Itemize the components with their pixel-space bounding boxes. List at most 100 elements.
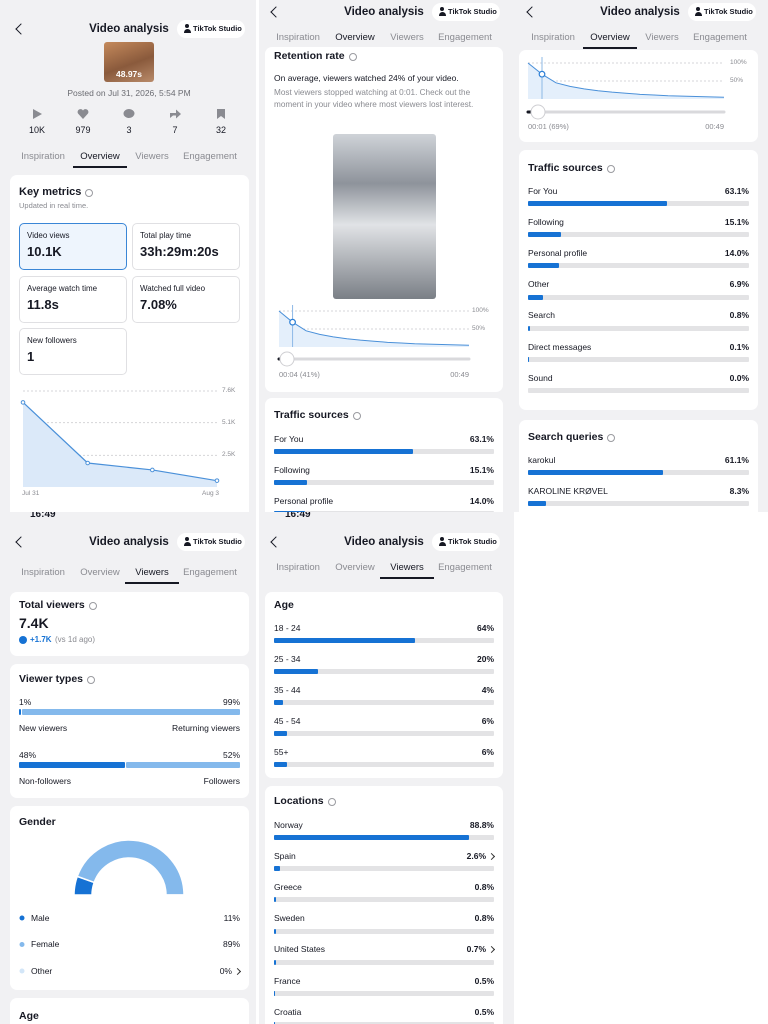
bar bbox=[19, 762, 126, 768]
studio-button[interactable]: TikTok Studio bbox=[688, 3, 756, 21]
tab[interactable]: Engagement bbox=[693, 32, 747, 44]
metric-card[interactable]: New followers 1 bbox=[19, 328, 127, 375]
row-label: Sound bbox=[528, 372, 553, 383]
bar bbox=[528, 232, 562, 238]
row-label: United States bbox=[274, 944, 326, 955]
metric-label: New followers bbox=[27, 336, 77, 345]
metric-card[interactable]: Total play time 33h:29m:20s bbox=[132, 223, 240, 270]
metric-card[interactable]: Video views 10.1K bbox=[19, 223, 127, 270]
info-icon[interactable] bbox=[349, 53, 357, 61]
views-icon bbox=[33, 109, 42, 119]
tab[interactable]: Viewers bbox=[645, 32, 679, 44]
bar bbox=[528, 325, 530, 331]
posted-date: Posted on Jul 31, 2026, 5:54 PM bbox=[67, 87, 191, 98]
app-screenshot: 50% 100% 00:01 (69%) 00:49 Video analysis Tik… bbox=[514, 0, 768, 512]
retention-line bbox=[528, 63, 724, 97]
tab[interactable]: Inspiration bbox=[276, 562, 320, 574]
bar-track bbox=[274, 449, 494, 454]
studio-label[interactable]: TikTok Studio bbox=[448, 7, 497, 17]
page-title: Video analysis bbox=[344, 5, 424, 18]
video-thumbnail[interactable]: 48.97s bbox=[104, 42, 154, 82]
row-label: For You bbox=[274, 433, 304, 444]
tab[interactable]: Overview bbox=[80, 151, 120, 163]
tab[interactable]: Viewers bbox=[135, 567, 169, 579]
metric-card[interactable]: Average watch time 11.8s bbox=[19, 276, 127, 323]
info-icon[interactable] bbox=[85, 189, 93, 197]
tab[interactable]: Overview bbox=[80, 567, 120, 579]
info-icon[interactable] bbox=[607, 165, 615, 173]
tab[interactable]: Engagement bbox=[183, 151, 237, 163]
studio-button[interactable]: TikTok Studio bbox=[177, 533, 245, 551]
metric-card[interactable]: Watched full video 7.08% bbox=[132, 276, 240, 323]
bar bbox=[274, 991, 276, 996]
legend-dot bbox=[19, 942, 25, 947]
row-value: 0.8% bbox=[474, 913, 494, 924]
metric-value: 33h:29m:20s bbox=[140, 243, 219, 259]
studio-label[interactable]: TikTok Studio bbox=[704, 7, 753, 17]
video-duration: 00:49 bbox=[450, 370, 469, 380]
tab[interactable]: Inspiration bbox=[21, 151, 65, 163]
app-screenshot: Video analysis TikTok Studio 48.97s Posted … bbox=[0, 0, 256, 512]
share-label: 99% bbox=[222, 696, 240, 707]
bar bbox=[274, 1022, 276, 1024]
graphics-layer bbox=[33, 109, 225, 119]
tab[interactable]: Engagement bbox=[438, 32, 492, 44]
tab[interactable]: Inspiration bbox=[276, 32, 320, 44]
row-label: Sweden bbox=[274, 913, 305, 924]
row-value: 6% bbox=[481, 746, 494, 757]
card bbox=[519, 150, 758, 410]
bar bbox=[274, 866, 280, 872]
slider-thumb[interactable] bbox=[279, 351, 295, 367]
bar-track bbox=[274, 866, 494, 872]
tab[interactable]: Overview bbox=[590, 32, 630, 44]
bar-track bbox=[528, 263, 749, 269]
tab[interactable]: Inspiration bbox=[21, 567, 65, 579]
card bbox=[265, 592, 503, 778]
tab[interactable]: Overview bbox=[335, 32, 375, 44]
studio-label[interactable]: TikTok Studio bbox=[193, 24, 242, 34]
video-duration: 48.97s bbox=[116, 68, 142, 79]
row-value: 0.5% bbox=[474, 1006, 494, 1017]
row-label: karokul bbox=[528, 454, 556, 465]
bar bbox=[274, 928, 276, 934]
tab[interactable]: Overview bbox=[335, 562, 375, 574]
stat-value: 3 bbox=[126, 125, 132, 136]
info-icon[interactable] bbox=[607, 434, 615, 442]
video-frame[interactable] bbox=[333, 134, 436, 299]
person-icon bbox=[440, 7, 444, 11]
bar bbox=[274, 638, 415, 643]
metric-value: 1 bbox=[27, 348, 35, 364]
x-tick-label: Jul 31 bbox=[22, 489, 40, 497]
bar bbox=[274, 700, 283, 705]
change-value: +1.7K bbox=[30, 635, 52, 644]
page-title: Video analysis bbox=[89, 535, 169, 548]
studio-label[interactable]: TikTok Studio bbox=[448, 537, 497, 547]
info-icon[interactable] bbox=[87, 676, 95, 684]
person-icon-body bbox=[438, 12, 446, 16]
tab[interactable]: Engagement bbox=[438, 562, 492, 574]
comments-icon bbox=[123, 109, 135, 118]
studio-button[interactable]: TikTok Studio bbox=[432, 533, 500, 551]
section-title: Traffic sources bbox=[528, 162, 603, 175]
slider-thumb[interactable] bbox=[531, 105, 545, 119]
metric-label: Video views bbox=[27, 231, 70, 240]
studio-label[interactable]: TikTok Studio bbox=[193, 537, 242, 547]
tab[interactable]: Engagement bbox=[183, 567, 237, 579]
info-icon[interactable] bbox=[89, 602, 97, 610]
studio-button[interactable]: TikTok Studio bbox=[177, 20, 245, 38]
info-icon[interactable] bbox=[353, 412, 361, 420]
metric-value: 11.8s bbox=[27, 296, 59, 312]
tab[interactable]: Inspiration bbox=[531, 32, 575, 44]
legend-dot bbox=[19, 915, 25, 921]
x-tick-label: Aug 3 bbox=[202, 489, 219, 497]
info-icon[interactable] bbox=[328, 798, 336, 806]
stat-value: 7 bbox=[172, 125, 178, 136]
bar bbox=[274, 731, 288, 736]
tab[interactable]: Viewers bbox=[390, 562, 424, 574]
bar-track bbox=[274, 928, 494, 934]
tab[interactable]: Viewers bbox=[390, 32, 424, 44]
bar-track bbox=[528, 201, 749, 206]
retention-summary: On average, viewers watched 24% of your … bbox=[274, 72, 459, 83]
tab[interactable]: Viewers bbox=[135, 151, 169, 163]
studio-button[interactable]: TikTok Studio bbox=[432, 3, 500, 21]
